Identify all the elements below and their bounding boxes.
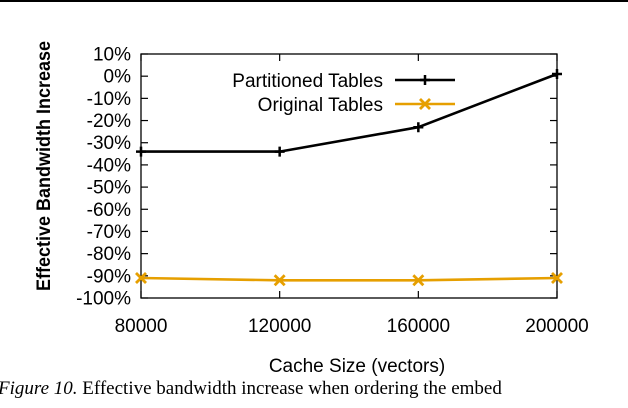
series (135, 68, 563, 287)
y-tick-label: -60% (87, 200, 131, 221)
y-tick-label: -100% (76, 289, 131, 310)
legend-label: Original Tables (258, 95, 383, 116)
data-point (412, 274, 425, 287)
data-point (274, 146, 285, 157)
top-rule (0, 0, 628, 2)
legend: Partitioned Tables Original Tables (232, 71, 455, 116)
y-tick-label: -80% (87, 244, 131, 265)
x-tick-label: 120000 (248, 316, 311, 337)
legend-marker (420, 75, 430, 85)
data-point (551, 272, 563, 285)
y-tick-label: 10% (93, 45, 131, 66)
y-tick-label: 0% (104, 67, 132, 88)
x-tick-label: 200000 (525, 316, 588, 337)
y-tick-label: -70% (87, 222, 131, 243)
y-tick-label: -90% (87, 266, 131, 287)
caption-label: Figure 10. (0, 378, 78, 399)
caption-text: Effective bandwidth increase when orderi… (82, 378, 502, 399)
ticks: 10%0%-10%-20%-30%-40%-50%-60%-70%-80%-90… (76, 45, 589, 338)
y-tick-label: -10% (87, 89, 131, 110)
x-tick-label: 160000 (387, 316, 450, 337)
line-chart: 10%0%-10%-20%-30%-40%-50%-60%-70%-80%-90… (34, 41, 589, 377)
legend-label: Partitioned Tables (232, 71, 383, 92)
data-point (413, 122, 424, 133)
data-point (135, 272, 147, 285)
data-point (273, 274, 286, 287)
figure-caption: Figure 10. Effective bandwidth increase … (0, 378, 502, 400)
data-point (136, 146, 146, 157)
plot-frame (140, 53, 558, 299)
series-line-1 (140, 276, 558, 282)
x-tick-label: 80000 (115, 316, 168, 337)
x-axis-label: Cache Size (vectors) (269, 356, 445, 377)
data-point (552, 68, 562, 79)
series-line-0 (141, 72, 558, 153)
legend-marker (419, 98, 431, 110)
axes (140, 53, 558, 299)
y-tick-label: -40% (87, 155, 131, 176)
y-tick-label: -30% (87, 133, 131, 154)
y-axis-label: Effective Bandwidth Increase (34, 41, 55, 291)
y-tick-label: -20% (87, 111, 131, 132)
y-tick-label: -50% (87, 178, 131, 199)
